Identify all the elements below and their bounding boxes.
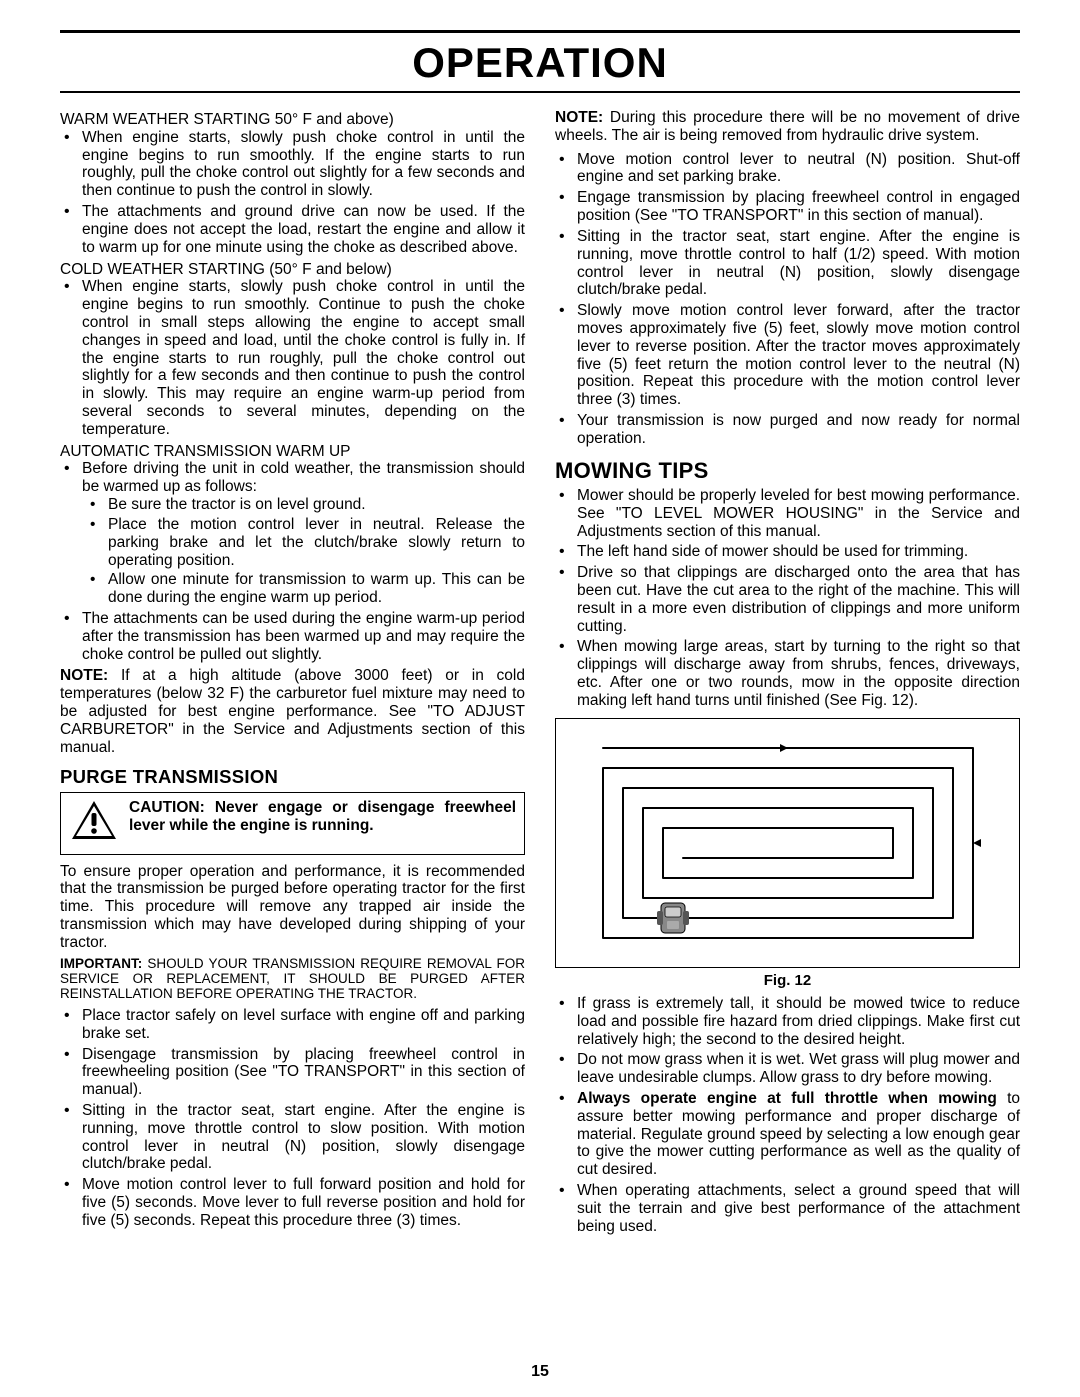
page-title: OPERATION bbox=[60, 39, 1020, 87]
list-item: Sitting in the tractor seat, start engin… bbox=[82, 1102, 525, 1173]
list-item: Be sure the tractor is on level ground. bbox=[108, 496, 525, 514]
note-text: During this procedure there will be no m… bbox=[555, 109, 1020, 144]
bold-lead: Always operate engine at full throttle w… bbox=[577, 1090, 997, 1107]
list-item: Your transmission is now purged and now … bbox=[577, 412, 1020, 448]
figure-caption: Fig. 12 bbox=[555, 972, 1020, 989]
figure-12-box bbox=[555, 718, 1020, 968]
title-rule bbox=[60, 91, 1020, 93]
mowing-tips-title: MOWING TIPS bbox=[555, 458, 1020, 483]
procedure-list: Move motion control lever to neutral (N)… bbox=[555, 151, 1020, 448]
list-item: Always operate engine at full throttle w… bbox=[577, 1090, 1020, 1179]
list-item: The attachments can be used during the e… bbox=[82, 610, 525, 663]
note-label: NOTE: bbox=[555, 109, 603, 126]
nested-list: Be sure the tractor is on level ground. … bbox=[82, 496, 525, 607]
manual-page: OPERATION WARM WEATHER STARTING 50° F an… bbox=[0, 0, 1080, 1397]
list-item: The attachments and ground drive can now… bbox=[82, 203, 525, 256]
list-item: When operating attachments, select a gro… bbox=[577, 1182, 1020, 1235]
auto-trans-list: Before driving the unit in cold weather,… bbox=[60, 460, 525, 663]
top-rule bbox=[60, 30, 1020, 33]
list-item: Move motion control lever to full forwar… bbox=[82, 1176, 525, 1229]
cold-weather-list: When engine starts, slowly push choke co… bbox=[60, 278, 525, 438]
warning-icon bbox=[69, 799, 119, 848]
auto-trans-heading: AUTOMATIC TRANSMISSION WARM UP bbox=[60, 443, 525, 461]
list-item: Do not mow grass when it is wet. Wet gra… bbox=[577, 1051, 1020, 1087]
caution-label: CAUTION: bbox=[129, 799, 205, 816]
purge-paragraph: To ensure proper operation and performan… bbox=[60, 863, 525, 952]
warm-weather-heading: WARM WEATHER STARTING 50° F and above) bbox=[60, 111, 525, 129]
purge-steps-list: Place tractor safely on level surface wi… bbox=[60, 1007, 525, 1230]
list-item: Engage transmission by placing freewheel… bbox=[577, 189, 1020, 225]
important-note: IMPORTANT: SHOULD YOUR TRANSMISSION REQU… bbox=[60, 956, 525, 1001]
mowing-tips-list-top: Mower should be properly leveled for bes… bbox=[555, 487, 1020, 710]
mowing-tips-list-bottom: If grass is extremely tall, it should be… bbox=[555, 995, 1020, 1236]
warm-weather-list: When engine starts, slowly push choke co… bbox=[60, 129, 525, 257]
altitude-note: NOTE: If at a high altitude (above 3000 … bbox=[60, 667, 525, 756]
caution-box: CAUTION: Never engage or disengage freew… bbox=[60, 792, 525, 855]
list-item: When engine starts, slowly push choke co… bbox=[82, 129, 525, 200]
list-item: The left hand side of mower should be us… bbox=[577, 543, 1020, 561]
list-item-text: Before driving the unit in cold weather,… bbox=[82, 460, 525, 495]
list-item: Place the motion control lever in neutra… bbox=[108, 516, 525, 569]
note-text: If at a high altitude (above 3000 feet) … bbox=[60, 667, 525, 755]
important-label: IMPORTANT: bbox=[60, 956, 142, 971]
list-item: When engine starts, slowly push choke co… bbox=[82, 278, 525, 438]
list-item: Before driving the unit in cold weather,… bbox=[82, 460, 525, 607]
list-item: Slowly move motion control lever forward… bbox=[577, 302, 1020, 409]
two-column-layout: WARM WEATHER STARTING 50° F and above) W… bbox=[60, 107, 1020, 1239]
list-item: Mower should be properly leveled for bes… bbox=[577, 487, 1020, 540]
caution-text: CAUTION: Never engage or disengage freew… bbox=[129, 799, 516, 836]
mowing-pattern-diagram bbox=[578, 728, 998, 958]
list-item: Drive so that clippings are discharged o… bbox=[577, 564, 1020, 635]
list-item: If grass is extremely tall, it should be… bbox=[577, 995, 1020, 1048]
note-label: NOTE: bbox=[60, 667, 108, 684]
list-item: Sitting in the tractor seat, start engin… bbox=[577, 228, 1020, 299]
list-item: Move motion control lever to neutral (N)… bbox=[577, 151, 1020, 187]
cold-weather-heading: COLD WEATHER STARTING (50° F and below) bbox=[60, 261, 525, 279]
left-column: WARM WEATHER STARTING 50° F and above) W… bbox=[60, 107, 525, 1239]
right-column: NOTE: During this procedure there will b… bbox=[555, 107, 1020, 1239]
list-item: Place tractor safely on level surface wi… bbox=[82, 1007, 525, 1043]
purge-transmission-title: PURGE TRANSMISSION bbox=[60, 766, 525, 787]
page-number: 15 bbox=[531, 1363, 549, 1381]
list-item: Allow one minute for transmission to war… bbox=[108, 571, 525, 607]
list-item: Disengage transmission by placing freewh… bbox=[82, 1046, 525, 1099]
drive-wheels-note: NOTE: During this procedure there will b… bbox=[555, 109, 1020, 145]
list-item: When mowing large areas, start by turnin… bbox=[577, 638, 1020, 709]
